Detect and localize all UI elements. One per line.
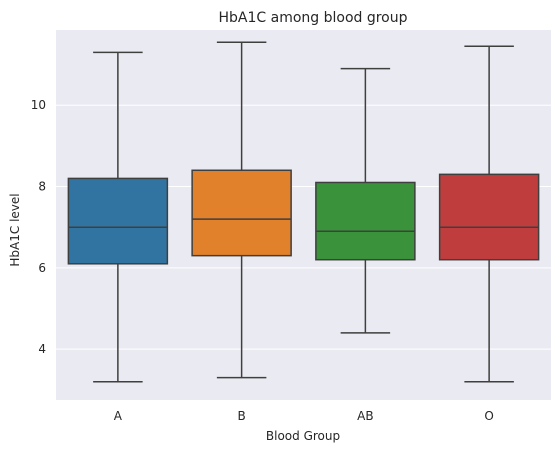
y-tick-label: 4 (38, 342, 46, 356)
box-layer (67, 41, 540, 383)
x-tick-label: AB (357, 409, 373, 423)
iqr-box (438, 173, 540, 261)
chart-title: HbA1C among blood group (218, 10, 407, 26)
y-tick-label: 8 (38, 180, 46, 194)
iqr-box (67, 177, 169, 265)
iqr-box (315, 181, 416, 261)
x-tick-label: O (484, 409, 493, 423)
box-b (191, 41, 292, 379)
x-axis-label: Blood Group (266, 429, 340, 443)
iqr-box (191, 169, 292, 257)
box-a (67, 51, 169, 383)
x-tick-label: A (114, 409, 123, 423)
y-axis-label: HbA1C level (8, 193, 22, 266)
x-tick-labels: A B AB O (114, 409, 494, 423)
x-tick-label: B (238, 409, 246, 423)
box-o (438, 45, 540, 383)
y-tick-label: 10 (31, 98, 46, 112)
box-ab (315, 67, 416, 334)
y-tick-label: 6 (38, 261, 46, 275)
y-tick-labels: 4 6 8 10 (31, 98, 46, 356)
